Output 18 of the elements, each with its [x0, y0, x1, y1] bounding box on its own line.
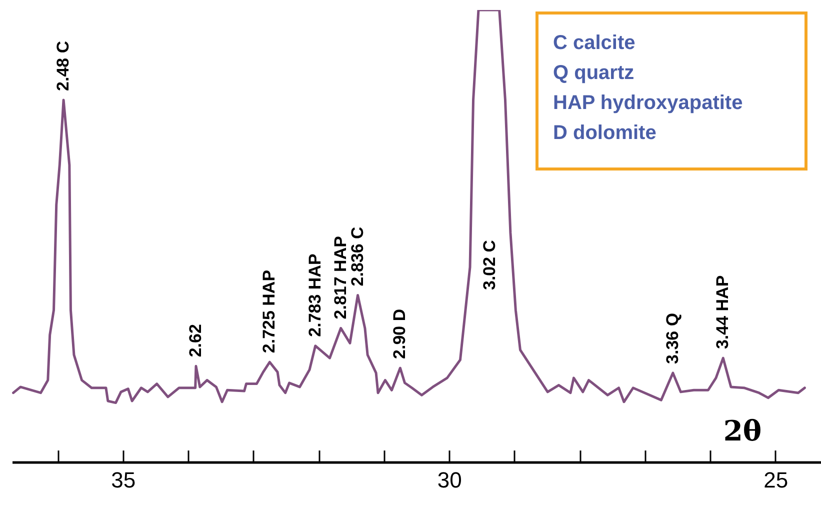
annotation: C calcite — [553, 32, 636, 54]
annotation: HAP hydroxyapatite — [553, 92, 743, 114]
annotation: 2.817 HAP — [330, 236, 350, 320]
annotation: 2.836 C — [348, 226, 367, 286]
annotation: 3.02 C — [480, 240, 499, 290]
x-axis-title: 2θ — [723, 414, 762, 448]
annotation: Q quartz — [553, 62, 634, 84]
annotation: 2.90 D — [390, 308, 410, 359]
annotation: 2.62 — [186, 324, 205, 358]
annotation: D dolomite — [553, 122, 656, 144]
annotation: 3.36 Q — [662, 312, 682, 364]
x-tick-label: 35 — [111, 468, 136, 492]
annotation: 2.783 HAP — [305, 254, 324, 337]
x-tick-label: 25 — [764, 468, 788, 492]
annotation: 2.48 C — [54, 40, 73, 91]
annotation: 3.44 HAP — [713, 275, 732, 350]
x-tick-label: 30 — [437, 468, 462, 492]
annotation: 2.725 HAP — [260, 270, 279, 354]
